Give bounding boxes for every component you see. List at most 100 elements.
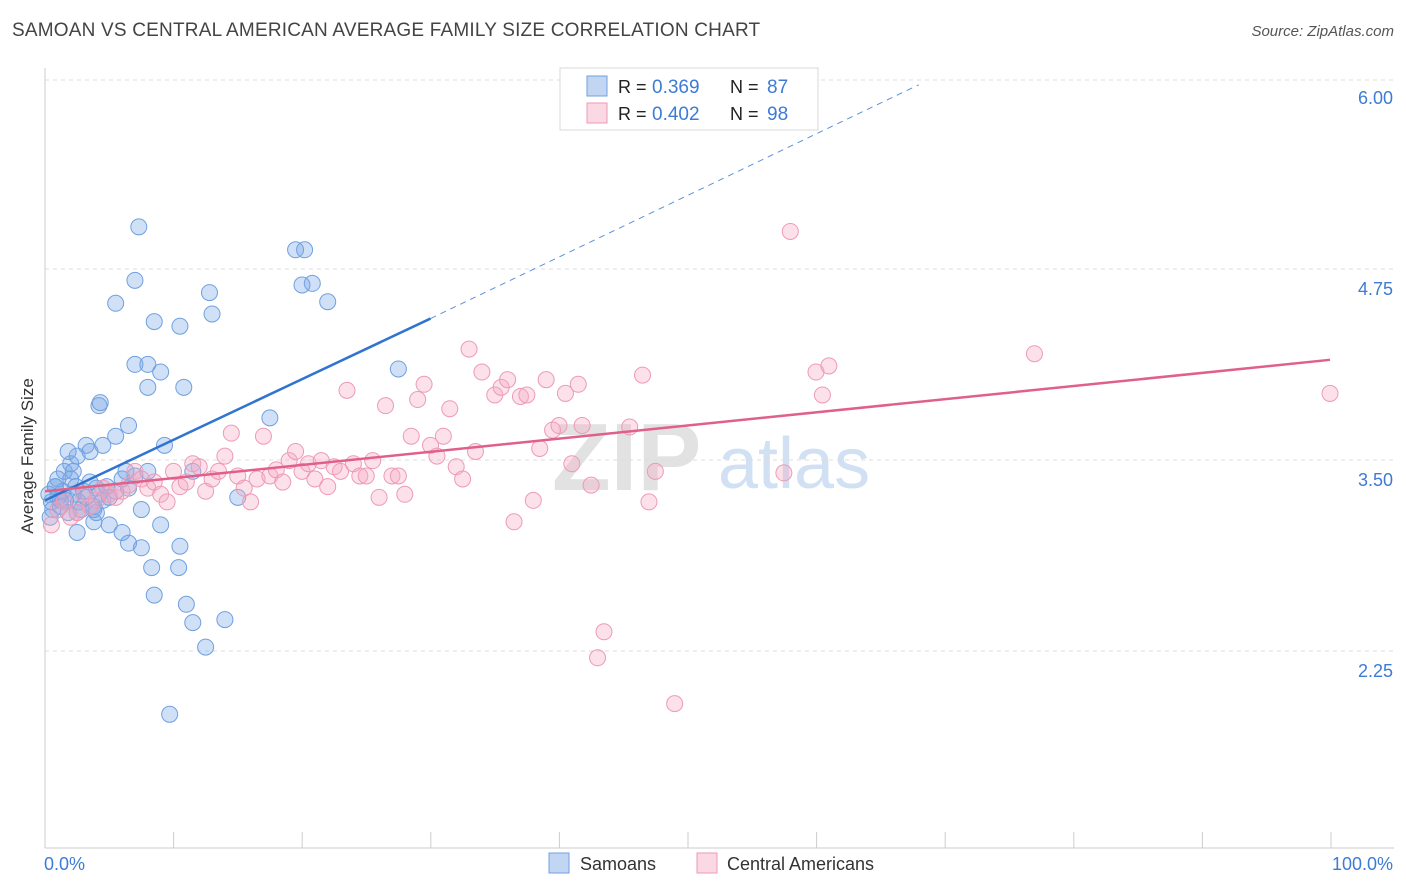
central-american-point: [332, 462, 350, 480]
bottom-legend-samoans: Samoans: [580, 854, 656, 874]
samoan-point: [130, 218, 148, 236]
central-american-point: [646, 462, 664, 480]
legend-r-value: 0.402: [652, 104, 700, 125]
y-tick-label: 2.25: [1358, 661, 1393, 681]
samoan-point: [87, 504, 105, 522]
bottom-legend-swatch-samoans: [548, 852, 570, 874]
samoan-point: [107, 294, 125, 312]
central-american-point: [1321, 384, 1339, 402]
samoan-point: [120, 534, 138, 552]
samoan-point: [197, 638, 215, 656]
central-american-point: [319, 478, 337, 496]
watermark-atlas: atlas: [718, 424, 870, 504]
central-american-point: [55, 493, 73, 511]
series-samoans: [40, 218, 407, 723]
samoan-point: [64, 462, 82, 480]
x-ticks: [173, 832, 1332, 848]
samoan-point: [145, 586, 163, 604]
central-american-point: [338, 381, 356, 399]
samoan-point: [200, 284, 218, 302]
samoan-point: [389, 360, 407, 378]
samoan-point: [170, 559, 188, 577]
x-tick-label-min: 0.0%: [44, 854, 85, 874]
central-american-point: [357, 467, 375, 485]
central-american-point: [274, 473, 292, 491]
central-american-point: [402, 427, 420, 445]
samoan-point: [319, 293, 337, 311]
central-american-point: [550, 417, 568, 435]
central-american-point: [107, 488, 125, 506]
series-central-americans: [42, 222, 1339, 713]
legend-r-label: R =: [618, 77, 647, 97]
samoan-point: [161, 705, 179, 723]
samoan-point: [107, 427, 125, 445]
samoan-point: [139, 355, 157, 373]
y-axis-label: Average Family Size: [18, 378, 37, 534]
central-american-point: [640, 493, 658, 511]
central-american-point: [511, 387, 529, 405]
samoan-point: [184, 614, 202, 632]
legend-swatch-samoans: [586, 75, 608, 97]
central-american-point: [396, 485, 414, 503]
samoan-point: [59, 442, 77, 460]
samoan-point: [59, 504, 77, 522]
legend-r-value: 0.369: [652, 77, 700, 98]
central-american-point: [209, 462, 227, 480]
central-american-point: [473, 363, 491, 381]
samoan-point: [152, 363, 170, 381]
samoan-point: [91, 394, 109, 412]
central-american-point: [441, 400, 459, 418]
bottom-legend: Samoans Central Americans: [548, 852, 874, 874]
samoan-point: [152, 516, 170, 534]
y-tick-labels: 2.25 3.50 4.75 6.00: [1358, 88, 1393, 681]
source-label: Source: ZipAtlas.com: [1251, 23, 1394, 40]
legend-n-label: N =: [730, 77, 759, 97]
central-american-point: [287, 442, 305, 460]
samoan-point: [287, 241, 305, 259]
central-american-point: [158, 493, 176, 511]
central-american-point: [242, 493, 260, 511]
central-american-point: [351, 467, 369, 485]
samoan-trend-extension: [430, 84, 920, 320]
samoan-point: [177, 595, 195, 613]
central-american-point: [364, 452, 382, 470]
central-american-point: [537, 371, 555, 389]
central-american-point: [42, 516, 60, 534]
bottom-legend-swatch-central-americans: [696, 852, 718, 874]
central-american-point: [563, 455, 581, 473]
samoan-point: [143, 559, 161, 577]
samoan-point: [126, 355, 144, 373]
central-american-point: [216, 447, 234, 465]
central-american-point: [389, 467, 407, 485]
central-american-point: [222, 424, 240, 442]
central-american-trend-line: [44, 358, 1331, 493]
central-american-point: [415, 375, 433, 393]
samoan-point: [113, 523, 131, 541]
central-american-point: [370, 488, 388, 506]
samoan-point: [261, 409, 279, 427]
samoan-point: [175, 378, 193, 396]
samoan-point: [171, 317, 189, 335]
samoan-point: [145, 313, 163, 331]
central-american-point: [531, 439, 549, 457]
central-american-point: [254, 427, 272, 445]
samoan-point: [203, 305, 221, 323]
central-american-point: [589, 649, 607, 667]
central-american-point: [556, 384, 574, 402]
samoan-point: [139, 378, 157, 396]
legend-swatch-central-americans: [586, 102, 608, 124]
legend-box: R = 0.369 N = 87 R = 0.402 N = 98: [559, 67, 819, 131]
y-tick-label: 6.00: [1358, 88, 1393, 108]
central-american-point: [499, 371, 517, 389]
central-american-point: [434, 427, 452, 445]
samoan-point: [132, 501, 150, 519]
central-american-point: [569, 375, 587, 393]
samoan-point: [132, 539, 150, 557]
central-american-point: [634, 366, 652, 384]
central-american-point: [165, 462, 182, 480]
samoan-point: [120, 417, 138, 435]
central-american-point: [306, 470, 324, 488]
x-tick-label-max: 100.0%: [1332, 854, 1393, 874]
samoan-point: [296, 241, 314, 259]
